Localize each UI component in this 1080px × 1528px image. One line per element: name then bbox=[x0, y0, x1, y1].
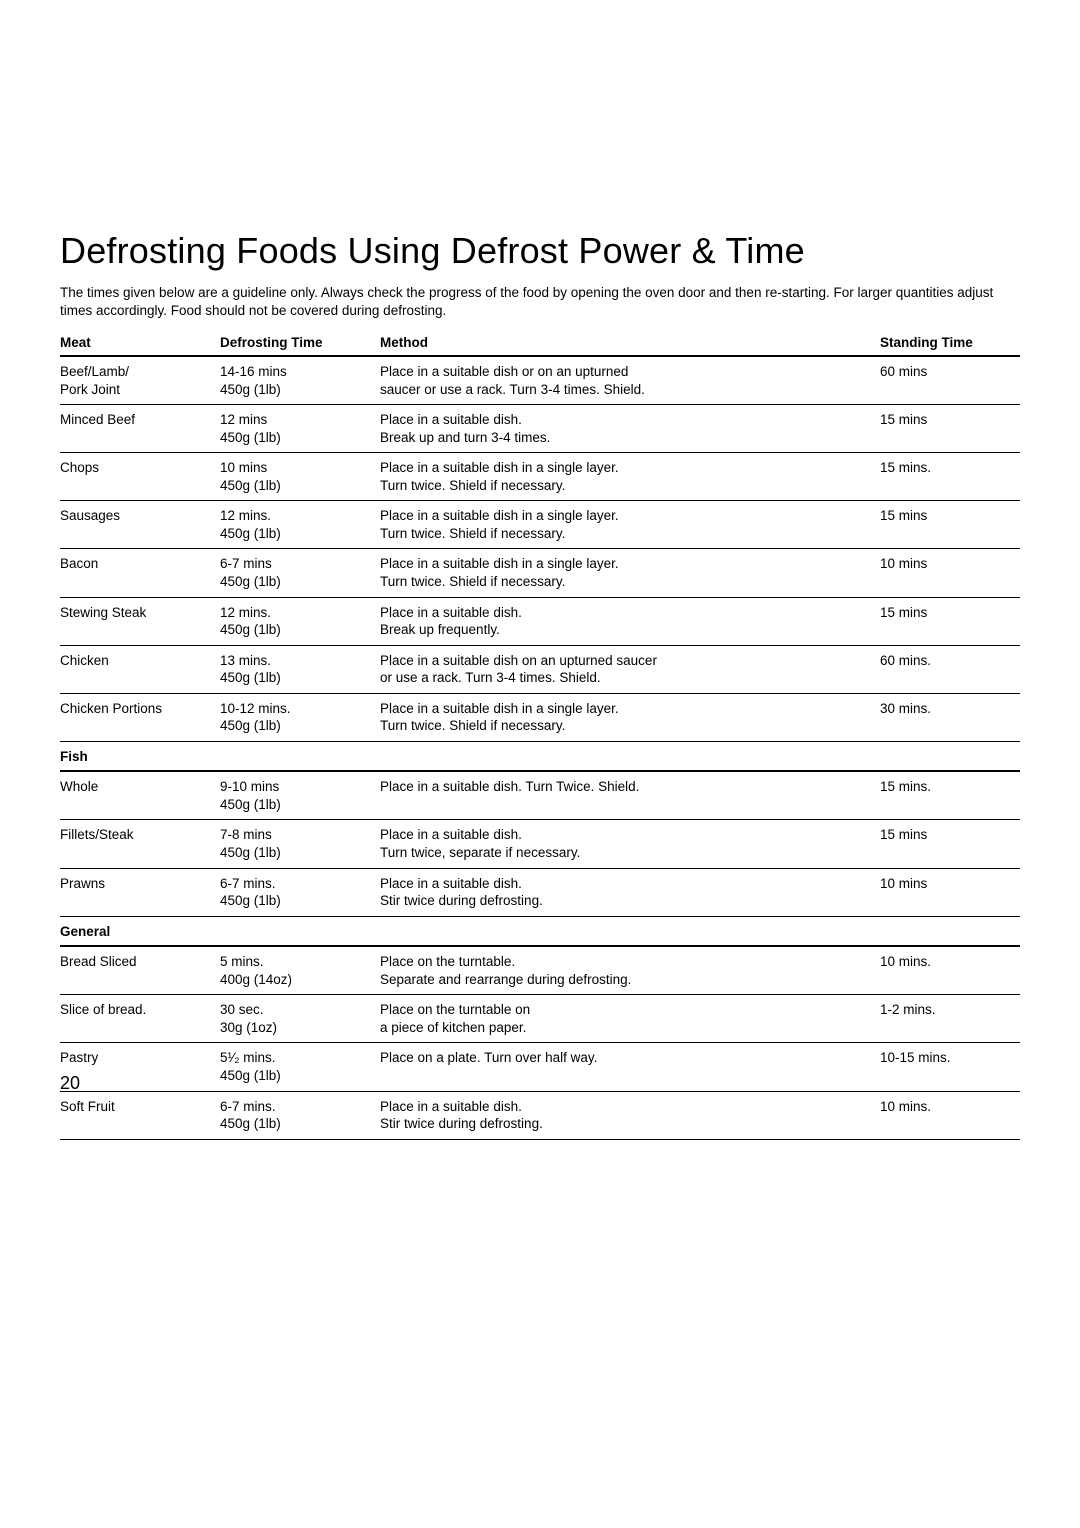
section-general: General bbox=[60, 916, 1020, 946]
cell-food: Beef/Lamb/Pork Joint bbox=[60, 356, 220, 405]
cell-method: Place in a suitable dish on an upturned … bbox=[380, 645, 880, 693]
cell-stand: 60 mins bbox=[880, 356, 1020, 405]
table-row: Chicken Portions10-12 mins.450g (1lb)Pla… bbox=[60, 693, 1020, 741]
cell-stand: 10 mins. bbox=[880, 946, 1020, 995]
cell-method: Place in a suitable dish.Stir twice duri… bbox=[380, 1091, 880, 1139]
cell-stand: 10 mins. bbox=[880, 1091, 1020, 1139]
table-row: Chicken13 mins.450g (1lb)Place in a suit… bbox=[60, 645, 1020, 693]
cell-stand: 10-15 mins. bbox=[880, 1043, 1020, 1091]
cell-stand: 10 mins bbox=[880, 868, 1020, 916]
cell-food: Pastry bbox=[60, 1043, 220, 1091]
cell-method: Place in a suitable dish in a single lay… bbox=[380, 549, 880, 597]
defrost-table: Meat Defrosting Time Method Standing Tim… bbox=[60, 329, 1020, 1140]
cell-method: Place in a suitable dish in a single lay… bbox=[380, 501, 880, 549]
table-row: Sausages12 mins.450g (1lb)Place in a sui… bbox=[60, 501, 1020, 549]
table-row: Soft Fruit6-7 mins.450g (1lb)Place in a … bbox=[60, 1091, 1020, 1139]
cell-time: 12 mins.450g (1lb) bbox=[220, 501, 380, 549]
page: Defrosting Foods Using Defrost Power & T… bbox=[0, 0, 1080, 1528]
table-row: Chops10 mins450g (1lb)Place in a suitabl… bbox=[60, 453, 1020, 501]
cell-food: Bacon bbox=[60, 549, 220, 597]
cell-method: Place in a suitable dish.Break up and tu… bbox=[380, 405, 880, 453]
cell-time: 13 mins.450g (1lb) bbox=[220, 645, 380, 693]
cell-method: Place in a suitable dish.Turn twice, sep… bbox=[380, 820, 880, 868]
cell-stand: 15 mins bbox=[880, 501, 1020, 549]
cell-method: Place on a plate. Turn over half way. bbox=[380, 1043, 880, 1091]
cell-method: Place on the turntable ona piece of kitc… bbox=[380, 995, 880, 1043]
cell-food: Chops bbox=[60, 453, 220, 501]
cell-time: 10-12 mins.450g (1lb) bbox=[220, 693, 380, 741]
cell-time: 30 sec.30g (1oz) bbox=[220, 995, 380, 1043]
table-row: Minced Beef12 mins450g (1lb)Place in a s… bbox=[60, 405, 1020, 453]
cell-food: Soft Fruit bbox=[60, 1091, 220, 1139]
page-title: Defrosting Foods Using Defrost Power & T… bbox=[60, 230, 1020, 272]
cell-time: 7-8 mins450g (1lb) bbox=[220, 820, 380, 868]
table-header-row: Meat Defrosting Time Method Standing Tim… bbox=[60, 329, 1020, 356]
cell-stand: 15 mins. bbox=[880, 771, 1020, 820]
cell-method: Place in a suitable dish.Stir twice duri… bbox=[380, 868, 880, 916]
cell-food: Prawns bbox=[60, 868, 220, 916]
cell-food: Whole bbox=[60, 771, 220, 820]
cell-food: Minced Beef bbox=[60, 405, 220, 453]
table-row: Slice of bread.30 sec.30g (1oz)Place on … bbox=[60, 995, 1020, 1043]
table-row: Pastry5¹⁄₂ mins.450g (1lb)Place on a pla… bbox=[60, 1043, 1020, 1091]
table-row: Beef/Lamb/Pork Joint14-16 mins450g (1lb)… bbox=[60, 356, 1020, 405]
cell-method: Place on the turntable.Separate and rear… bbox=[380, 946, 880, 995]
col-food: Meat bbox=[60, 329, 220, 356]
cell-time: 6-7 mins.450g (1lb) bbox=[220, 1091, 380, 1139]
cell-stand: 15 mins. bbox=[880, 453, 1020, 501]
cell-stand: 10 mins bbox=[880, 549, 1020, 597]
cell-time: 5¹⁄₂ mins.450g (1lb) bbox=[220, 1043, 380, 1091]
col-stand: Standing Time bbox=[880, 329, 1020, 356]
cell-time: 9-10 mins450g (1lb) bbox=[220, 771, 380, 820]
page-number: 20 bbox=[60, 1073, 80, 1094]
cell-stand: 15 mins bbox=[880, 820, 1020, 868]
table-row: Stewing Steak12 mins.450g (1lb)Place in … bbox=[60, 597, 1020, 645]
cell-time: 12 mins450g (1lb) bbox=[220, 405, 380, 453]
cell-method: Place in a suitable dish in a single lay… bbox=[380, 693, 880, 741]
cell-method: Place in a suitable dish in a single lay… bbox=[380, 453, 880, 501]
cell-food: Stewing Steak bbox=[60, 597, 220, 645]
cell-method: Place in a suitable dish or on an upturn… bbox=[380, 356, 880, 405]
cell-stand: 15 mins bbox=[880, 405, 1020, 453]
cell-food: Fillets/Steak bbox=[60, 820, 220, 868]
cell-stand: 1-2 mins. bbox=[880, 995, 1020, 1043]
cell-food: Sausages bbox=[60, 501, 220, 549]
table-row: Prawns6-7 mins.450g (1lb)Place in a suit… bbox=[60, 868, 1020, 916]
section-fish: Fish bbox=[60, 741, 1020, 771]
table-row: Bacon6-7 mins450g (1lb)Place in a suitab… bbox=[60, 549, 1020, 597]
cell-food: Bread Sliced bbox=[60, 946, 220, 995]
cell-time: 10 mins450g (1lb) bbox=[220, 453, 380, 501]
cell-time: 6-7 mins450g (1lb) bbox=[220, 549, 380, 597]
cell-time: 12 mins.450g (1lb) bbox=[220, 597, 380, 645]
cell-stand: 60 mins. bbox=[880, 645, 1020, 693]
cell-food: Chicken bbox=[60, 645, 220, 693]
cell-method: Place in a suitable dish. Turn Twice. Sh… bbox=[380, 771, 880, 820]
table-row: Fillets/Steak7-8 mins450g (1lb)Place in … bbox=[60, 820, 1020, 868]
cell-time: 5 mins.400g (14oz) bbox=[220, 946, 380, 995]
col-time: Defrosting Time bbox=[220, 329, 380, 356]
cell-method: Place in a suitable dish.Break up freque… bbox=[380, 597, 880, 645]
cell-time: 6-7 mins.450g (1lb) bbox=[220, 868, 380, 916]
cell-time: 14-16 mins450g (1lb) bbox=[220, 356, 380, 405]
cell-food: Slice of bread. bbox=[60, 995, 220, 1043]
col-method: Method bbox=[380, 329, 880, 356]
cell-stand: 30 mins. bbox=[880, 693, 1020, 741]
intro-text: The times given below are a guideline on… bbox=[60, 284, 1020, 319]
table-row: Bread Sliced5 mins.400g (14oz)Place on t… bbox=[60, 946, 1020, 995]
table-row: Whole9-10 mins450g (1lb)Place in a suita… bbox=[60, 771, 1020, 820]
cell-stand: 15 mins bbox=[880, 597, 1020, 645]
cell-food: Chicken Portions bbox=[60, 693, 220, 741]
